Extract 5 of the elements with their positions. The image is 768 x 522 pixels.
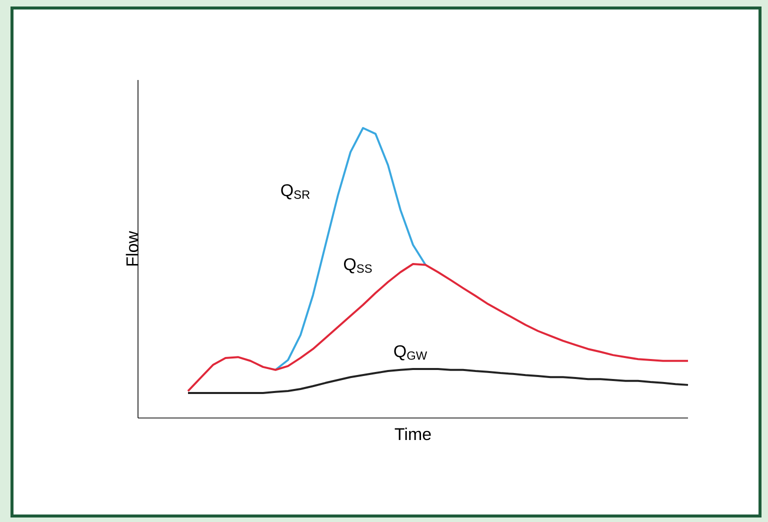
x-axis-title: Time	[394, 428, 431, 440]
series-label: Q$_{SS}$	[344, 258, 372, 274]
series-label: Q$_{GW}$	[394, 345, 428, 360]
series-label: Q$_{SR}$	[281, 184, 310, 200]
y-axis-title: Flow	[126, 231, 138, 266]
